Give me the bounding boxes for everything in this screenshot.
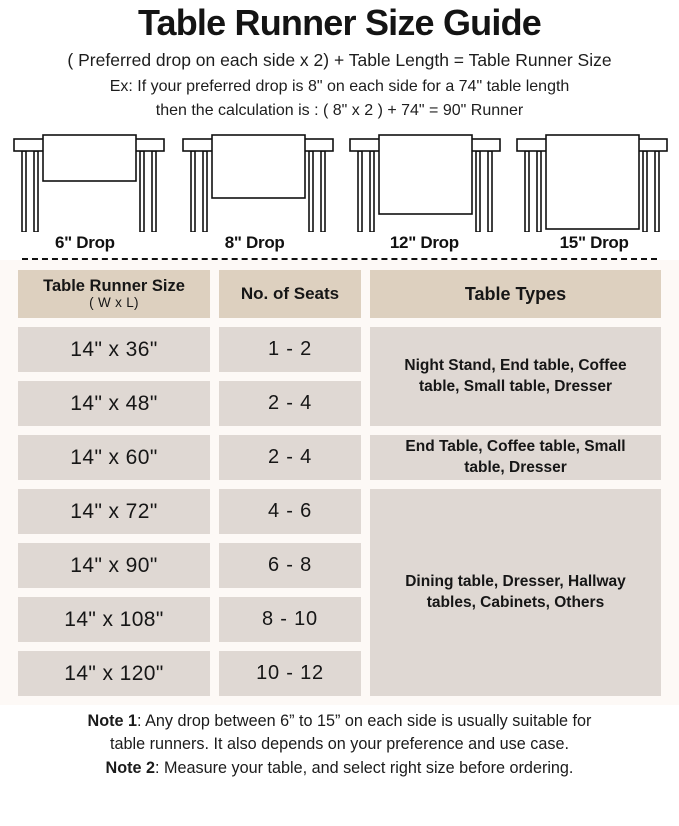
note-1-text-1: : Any drop between 6” to 15” on each sid… bbox=[137, 712, 592, 731]
table-row: 14" x 36" bbox=[18, 327, 210, 373]
header-block: Table Runner Size Guide ( Preferred drop… bbox=[0, 0, 679, 123]
table-row: 4 - 6 bbox=[219, 489, 361, 535]
example-line-2: then the calculation is : ( 8" x 2 ) + 7… bbox=[155, 102, 524, 120]
column-runner-size: Table Runner Size ( W x L) 14" x 36" 14"… bbox=[18, 270, 210, 705]
table-row: 14" x 48" bbox=[18, 381, 210, 427]
drop-label-6: 6" Drop bbox=[54, 233, 115, 253]
drop-label-row: 6" Drop 8" Drop 12" Drop 15" Drop bbox=[0, 233, 679, 253]
header-no-of-seats: No. of Seats bbox=[219, 270, 361, 319]
drop-label-15: 15" Drop bbox=[559, 233, 629, 253]
formula-text: ( Preferred drop on each side x 2) + Tab… bbox=[67, 49, 612, 70]
example-line-1: Ex: If your preferred drop is 8" on each… bbox=[109, 78, 570, 96]
column-no-of-seats: No. of Seats 1 - 2 2 - 4 2 - 4 4 - 6 6 -… bbox=[219, 270, 361, 705]
note-2-label: Note 2 bbox=[105, 758, 156, 777]
page-title: Table Runner Size Guide bbox=[137, 2, 542, 43]
note-1-label: Note 1 bbox=[87, 712, 138, 731]
drop-label-8: 8" Drop bbox=[224, 233, 285, 253]
table-row: 6 - 8 bbox=[219, 543, 361, 589]
table-row: 1 - 2 bbox=[219, 327, 361, 373]
table-row: Night Stand, End table, Coffee table, Sm… bbox=[370, 327, 661, 427]
example-block: Ex: If your preferred drop is 8" on each… bbox=[8, 75, 671, 123]
header-runner-size-line2: ( W x L) bbox=[89, 294, 139, 310]
note-2-line: Note 2: Measure your table, and select r… bbox=[10, 757, 669, 780]
header-runner-size: Table Runner Size ( W x L) bbox=[18, 270, 210, 319]
note-2-text: : Measure your table, and select right s… bbox=[155, 758, 574, 777]
note-1-line-1: Note 1: Any drop between 6” to 15” on ea… bbox=[10, 710, 669, 733]
notes-block: Note 1: Any drop between 6” to 15” on ea… bbox=[0, 705, 679, 780]
column-table-types: Table Types Night Stand, End table, Coff… bbox=[370, 270, 661, 705]
table-row: 14" x 60" bbox=[18, 435, 210, 481]
table-row: 14" x 120" bbox=[18, 651, 210, 697]
table-row: 14" x 72" bbox=[18, 489, 210, 535]
drop-diagram-svg bbox=[13, 134, 668, 233]
header-runner-size-line1: Table Runner Size bbox=[43, 276, 185, 295]
table-row: 8 - 10 bbox=[219, 597, 361, 643]
table-row: 2 - 4 bbox=[219, 381, 361, 427]
table-row: 14" x 90" bbox=[18, 543, 210, 589]
table-row: 14" x 108" bbox=[18, 597, 210, 643]
table-drop-illustrations bbox=[0, 132, 679, 233]
table-row: Dining table, Dresser, Hallway tables, C… bbox=[370, 489, 661, 697]
table-row: 10 - 12 bbox=[219, 651, 361, 697]
drop-label-12: 12" Drop bbox=[389, 233, 459, 253]
dashed-divider bbox=[22, 258, 657, 261]
note-1-line-2: table runners. It also depends on your p… bbox=[110, 735, 569, 754]
size-table: Table Runner Size ( W x L) 14" x 36" 14"… bbox=[0, 260, 679, 706]
header-table-types: Table Types bbox=[370, 270, 661, 319]
table-row: 2 - 4 bbox=[219, 435, 361, 481]
table-row: End Table, Coffee table, Small table, Dr… bbox=[370, 435, 661, 481]
